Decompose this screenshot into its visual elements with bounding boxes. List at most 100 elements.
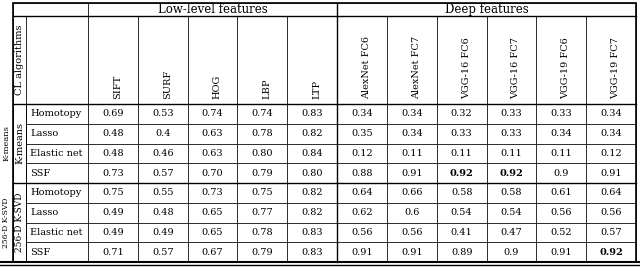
Bar [486,163,536,183]
Bar [237,124,287,144]
Bar [586,222,636,242]
Text: Elastic net: Elastic net [30,149,83,158]
Bar [387,144,436,163]
Text: 256-D K-SVD: 256-D K-SVD [3,197,10,248]
Text: 0.57: 0.57 [600,228,622,237]
Text: 0.63: 0.63 [202,129,223,138]
Text: 0.33: 0.33 [500,109,522,118]
Bar [13,3,88,16]
Bar [13,144,26,163]
Bar [13,104,26,124]
Bar [26,222,88,242]
Bar [237,144,287,163]
Text: Homotopy: Homotopy [30,109,81,118]
Bar [287,16,337,104]
Text: 0.83: 0.83 [301,228,323,237]
Bar [387,16,436,104]
Text: K-means: K-means [15,122,24,164]
Bar [237,163,287,183]
Bar [337,104,387,124]
Bar [188,144,237,163]
Bar [188,16,237,104]
Bar [88,16,138,104]
Bar [586,144,636,163]
Text: 0.62: 0.62 [351,208,373,217]
Text: 0.52: 0.52 [550,228,572,237]
Text: 0.56: 0.56 [550,208,572,217]
Bar [287,242,337,262]
Bar [536,203,586,222]
Bar [138,163,188,183]
Bar [337,3,636,16]
Bar [287,222,337,242]
Text: AlexNet FC7: AlexNet FC7 [412,36,421,99]
Bar [88,203,138,222]
Text: 0.54: 0.54 [451,208,472,217]
Bar [486,124,536,144]
Bar [237,16,287,104]
Bar [13,203,26,222]
Bar [436,183,486,203]
Text: 0.34: 0.34 [600,109,622,118]
Text: SURF: SURF [163,70,172,99]
Text: 0.9: 0.9 [504,248,519,257]
Bar [88,222,138,242]
Text: 0.78: 0.78 [252,228,273,237]
Bar [586,163,636,183]
Bar [13,183,26,203]
Text: 0.82: 0.82 [301,188,323,197]
Bar [387,222,436,242]
Bar [13,242,26,262]
Text: 0.53: 0.53 [152,109,173,118]
Bar [337,222,387,242]
Bar [237,104,287,124]
Text: 0.34: 0.34 [401,129,422,138]
Text: HOG: HOG [212,75,221,99]
Bar [536,222,586,242]
Bar [337,124,387,144]
Text: LTP: LTP [312,80,321,99]
Text: 0.92: 0.92 [450,169,474,178]
Bar [486,144,536,163]
Text: 0.67: 0.67 [202,248,223,257]
Text: 0.49: 0.49 [102,208,124,217]
Text: 0.91: 0.91 [600,169,622,178]
Text: VGG-16 FC6: VGG-16 FC6 [461,37,470,99]
Text: 0.11: 0.11 [550,149,572,158]
Text: LBP: LBP [262,78,271,99]
Text: 0.58: 0.58 [451,188,472,197]
Text: 0.48: 0.48 [102,149,124,158]
Bar [188,222,237,242]
Bar [88,3,337,16]
Text: 0.33: 0.33 [550,109,572,118]
Text: 0.75: 0.75 [102,188,124,197]
Bar [536,183,586,203]
Bar [337,203,387,222]
Text: Deep features: Deep features [445,3,529,16]
Bar [337,144,387,163]
Text: 0.41: 0.41 [451,228,472,237]
Bar [237,203,287,222]
Text: 0.34: 0.34 [401,109,422,118]
Text: 0.46: 0.46 [152,149,173,158]
Text: 0.48: 0.48 [102,129,124,138]
Bar [88,183,138,203]
Bar [486,203,536,222]
Text: 0.34: 0.34 [600,129,622,138]
Text: AlexNet FC6: AlexNet FC6 [362,36,371,99]
Bar [237,242,287,262]
Text: 0.80: 0.80 [301,169,323,178]
Bar [536,16,586,104]
Text: Lasso: Lasso [30,129,58,138]
Text: Lasso: Lasso [30,208,58,217]
Bar [138,144,188,163]
Text: 0.79: 0.79 [252,248,273,257]
Bar [188,104,237,124]
Text: 0.64: 0.64 [351,188,373,197]
Bar [337,242,387,262]
Text: 0.33: 0.33 [500,129,522,138]
Bar [287,203,337,222]
Bar [138,183,188,203]
Text: 0.34: 0.34 [351,109,373,118]
Bar [287,124,337,144]
